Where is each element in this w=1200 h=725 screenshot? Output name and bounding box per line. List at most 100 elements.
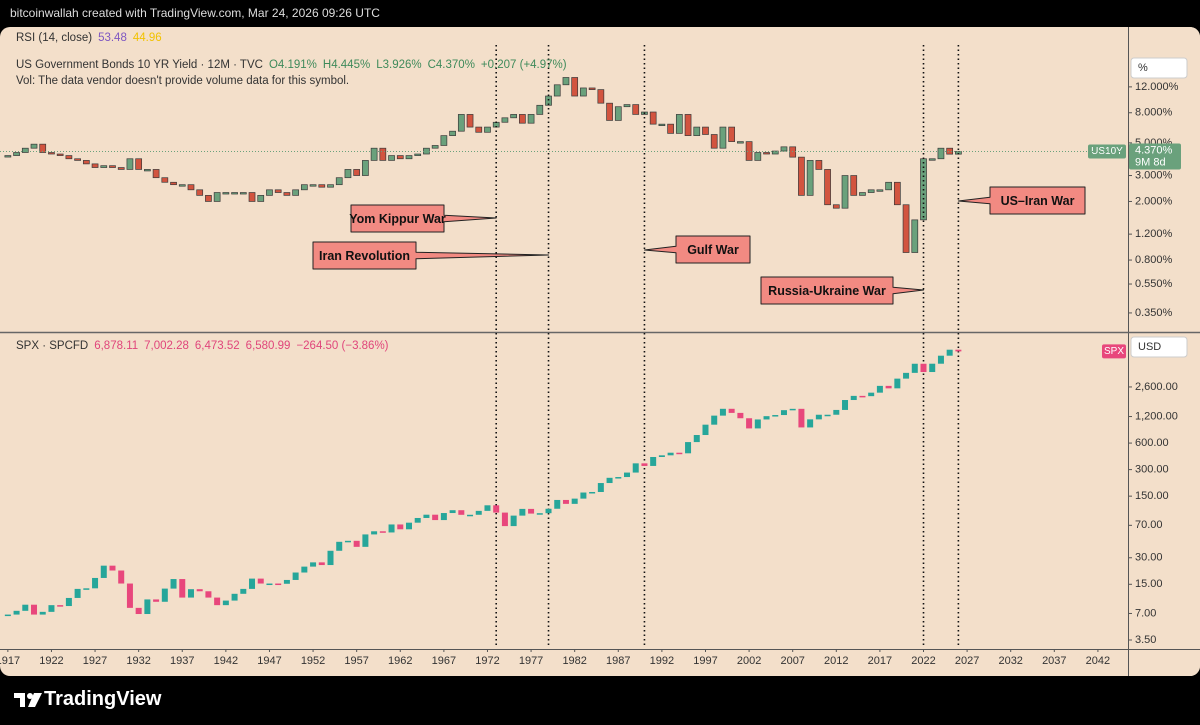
x-tick-label: 2027 (955, 655, 979, 667)
candle (772, 415, 779, 417)
candle (371, 531, 378, 535)
candle (22, 604, 29, 611)
candle (859, 395, 866, 398)
attribution: bitcoinwallah created with TradingView.c… (10, 6, 380, 20)
candle (65, 155, 73, 160)
candle (117, 167, 125, 170)
callout-label: US–Iran War (1001, 194, 1075, 208)
candle (510, 515, 517, 527)
y-tick-label: 0.550% (1135, 278, 1173, 290)
candle (21, 147, 29, 153)
candle (275, 583, 282, 586)
callout (643, 235, 751, 264)
candle (344, 169, 352, 179)
candle (885, 181, 892, 191)
candle (109, 565, 116, 571)
candle (135, 158, 143, 170)
candle (48, 152, 55, 155)
candle (658, 455, 665, 457)
candle (693, 126, 701, 136)
y-tick-label: 300.00 (1135, 464, 1169, 476)
x-tick-label: 1922 (39, 655, 63, 667)
ohlc: C4.370% (427, 59, 475, 71)
bond-legend: US Government Bonds 10 YR Yield · 12M · … (16, 59, 573, 71)
candle (754, 152, 762, 161)
candle (405, 155, 413, 160)
indicator-name: RSI (14, close) (16, 32, 93, 44)
candle (239, 192, 247, 195)
candle (562, 499, 569, 504)
candle (309, 184, 317, 187)
candle (467, 514, 474, 517)
candle (536, 513, 543, 515)
callout (350, 204, 497, 233)
countdown-label: 9M 8d (1135, 156, 1166, 168)
candle (789, 146, 797, 158)
candle (30, 143, 38, 149)
candle (205, 591, 212, 598)
candle (632, 463, 639, 473)
candle (336, 541, 343, 551)
x-tick-label: 1942 (214, 655, 238, 667)
candle (493, 505, 500, 513)
candle (833, 409, 840, 415)
candle (13, 610, 20, 615)
candle (214, 597, 221, 606)
candle (379, 531, 386, 533)
y-tick-label: 2,600.00 (1135, 381, 1178, 393)
candle (876, 189, 884, 192)
candle (597, 89, 605, 104)
chart-panel: 12.000% 8.000% 5.000% 3.000% 2.000% 1.200% 0.8… (0, 27, 1200, 676)
candle (466, 114, 474, 128)
candle (222, 192, 230, 195)
candle (685, 442, 692, 454)
callout (312, 241, 550, 270)
candle (859, 192, 866, 196)
candle (370, 147, 378, 161)
candle (153, 599, 160, 602)
chart: 12.000%8.000%5.000%3.000%2.000%1.200%0.8… (0, 27, 1200, 676)
candle (300, 184, 308, 191)
y-tick-label: 2.000% (1135, 195, 1173, 207)
candle (274, 189, 282, 193)
x-tick-label: 1987 (606, 655, 630, 667)
candle (676, 452, 683, 455)
candle (562, 77, 570, 86)
indicator-value: 53.48 (98, 32, 127, 44)
candle (780, 410, 787, 416)
candle (318, 184, 326, 188)
candle (301, 566, 308, 573)
x-tick-label: 1967 (432, 655, 456, 667)
candle (527, 114, 535, 124)
candle (893, 181, 901, 206)
candle (675, 114, 683, 134)
x-tick-label: 1917 (0, 655, 20, 667)
candle (798, 156, 805, 196)
x-tick-label: 1992 (650, 655, 674, 667)
change: +0.207 (+4.97%) (480, 59, 567, 71)
x-tick-label: 1977 (519, 655, 543, 667)
candle (771, 150, 779, 155)
candle (92, 577, 99, 589)
candle (589, 491, 596, 494)
candle (929, 363, 936, 373)
x-tick-label: 2007 (780, 655, 804, 667)
y-tick-label: 7.00 (1135, 607, 1156, 619)
unit-label: USD (1138, 341, 1161, 353)
candle (623, 104, 631, 108)
x-tick-label: 1937 (170, 655, 194, 667)
candle (588, 87, 596, 90)
candle (83, 588, 90, 590)
candle (553, 84, 561, 97)
indicator-legend: RSI (14, close) 53.48 44.96 (16, 32, 168, 44)
candle (867, 189, 875, 193)
candle (632, 104, 640, 115)
candle (580, 87, 587, 97)
candle (702, 126, 709, 135)
candle (57, 605, 64, 607)
candle (396, 155, 404, 160)
footer-brand: TradingView (14, 688, 161, 711)
ohlc: 7,002.28 (144, 340, 189, 352)
candle (362, 160, 369, 176)
